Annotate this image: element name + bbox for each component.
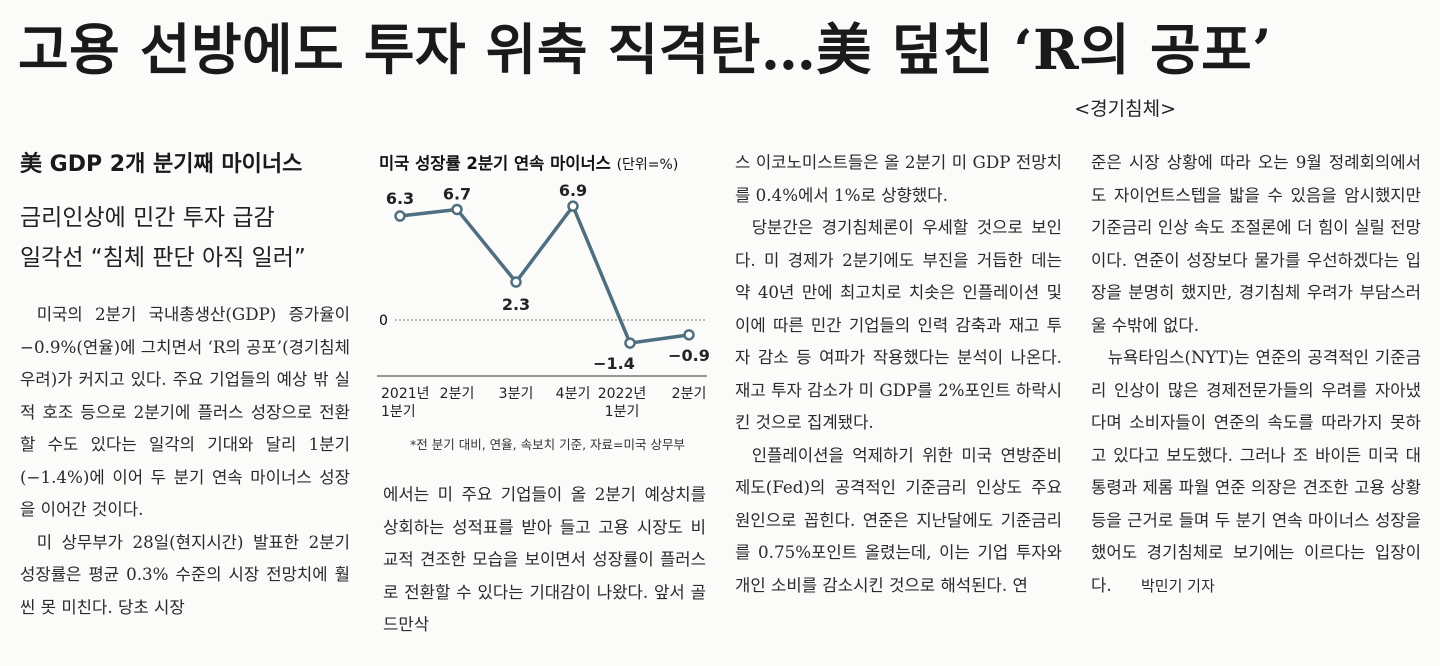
data-label: −0.9 [668,346,710,365]
data-point [683,329,695,341]
chart-unit: (단위=%) [616,157,679,173]
zero-tick-label: 0 [379,313,388,329]
chart-title: 미국 성장률 2분기 연속 마이너스 (단위=%) [379,150,678,174]
paragraph: 준은 시장 상황에 따라 오는 9월 정례회의에서도 자이언트스텝을 밟을 수 … [1091,152,1421,335]
data-label: 6.3 [386,189,414,208]
article-column-1: 미국의 2분기 국내총생산(GDP) 증가율이 −0.9%(연율)에 그치면서 … [20,298,350,623]
subheadline-3: 일각선 “침체 판단 아직 일러” [20,245,306,271]
data-label: 6.9 [559,181,587,200]
paragraph: 스 이코노미스트들은 올 2분기 미 GDP 전망치를 0.4%에서 1%로 상… [735,152,1062,205]
x-tick-label: 2분기 [672,386,707,402]
paragraph: 에서는 미 주요 기업들이 올 2분기 예상치를 상회하는 성적표를 받아 들고… [383,484,706,634]
paragraph: 미국의 2분기 국내총생산(GDP) 증가율이 −0.9%(연율)에 그치면서 … [20,304,350,519]
x-tick-label: 1분기 [605,404,640,420]
data-point [624,337,636,349]
chart-title-text: 미국 성장률 2분기 연속 마이너스 [379,154,611,173]
data-point [451,203,463,216]
x-tick-label: 4분기 [556,386,591,402]
x-tick-label: 2022년 [598,386,647,402]
x-tick-label: 2분기 [440,386,475,402]
chart-source-note: *전 분기 대비, 연율, 속보치 기준, 자료=미국 상무부 [410,437,685,452]
data-point [510,276,522,288]
article-column-2: 에서는 미 주요 기업들이 올 2분기 예상치를 상회하는 성적표를 받아 들고… [383,478,706,641]
data-label: −1.4 [593,354,635,373]
section-tag: <경기침체> [1074,98,1176,120]
headline: 고용 선방에도 투자 위축 직격탄…美 덮친 ‘R의 공포’ [18,17,1272,82]
paragraph: 뉴욕타임스(NYT)는 연준의 공격적인 기준금리 인상이 많은 경제전문가들의… [1091,347,1421,595]
paragraph: 인플레이션을 억제하기 위한 미국 연방준비제도(Fed)의 공격적인 기준금리… [735,444,1062,595]
byline: 박민기 기자 [1140,576,1215,595]
growth-line-chart: 0 6.3 6.7 2.3 6.9 −1.4 −0.9 2021년 1분기 2분기 3분기 4분기 20… [377,181,710,420]
data-label: 2.3 [502,295,530,314]
subheadline-2: 금리인상에 민간 투자 급감 [20,205,275,231]
x-tick-label: 3분기 [499,386,534,402]
x-tick-label: 1분기 [381,404,416,420]
article-column-4: 준은 시장 상황에 따라 오는 9월 정례회의에서도 자이언트스텝을 밟을 수 … [1091,146,1421,602]
paragraph: 당분간은 경기침체론이 우세할 것으로 보인다. 미 경제가 2분기에도 부진을… [735,217,1062,432]
series-line [399,204,690,345]
paragraph: 미 상무부가 28일(현지시간) 발표한 2분기 성장률은 평균 0.3% 수준… [20,531,350,617]
article-column-3: 스 이코노미스트들은 올 2분기 미 GDP 전망치를 0.4%에서 1%로 상… [735,146,1062,601]
x-tick-label: 2021년 [381,386,430,402]
data-label: 6.7 [443,184,471,203]
data-point [394,210,406,222]
data-point [567,200,579,212]
subheadline-1: 美 GDP 2개 분기째 마이너스 [20,152,303,177]
